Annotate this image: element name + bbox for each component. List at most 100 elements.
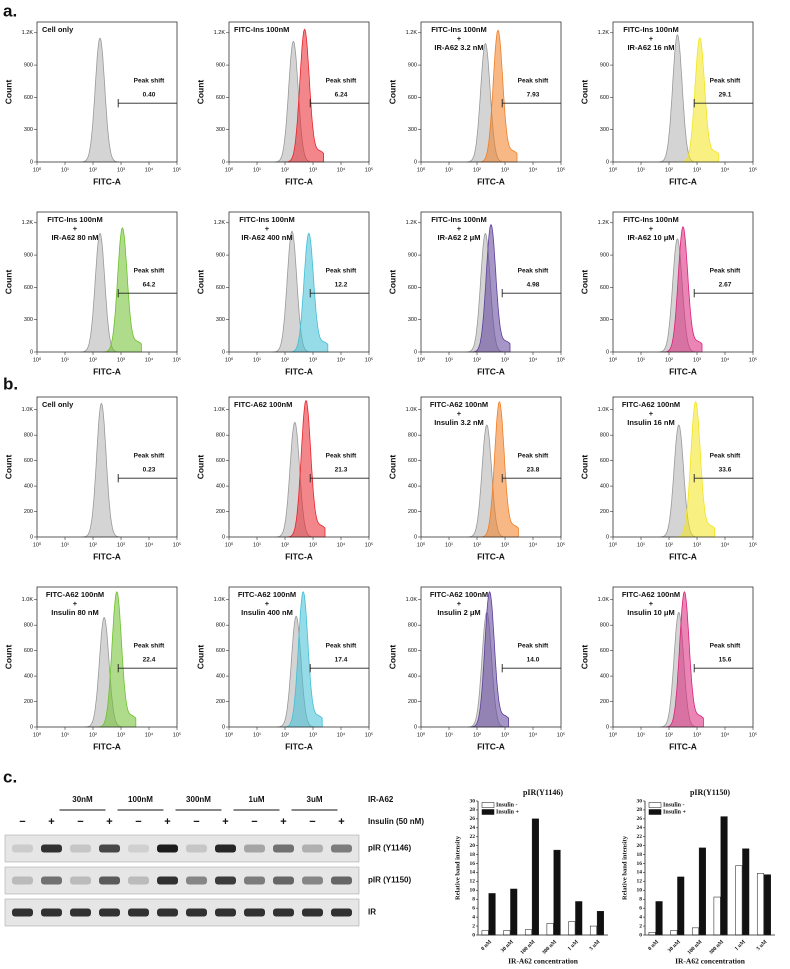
blot-band <box>12 908 33 917</box>
y-tick-label: 900 <box>24 63 33 69</box>
annotation: 17.4 <box>335 657 348 664</box>
y-tick-label: 600 <box>600 285 609 291</box>
treatment-sign: + <box>280 816 286 828</box>
y-tick-label: 1.2K <box>22 220 34 226</box>
bar <box>713 896 721 936</box>
bar <box>596 911 604 936</box>
bar <box>546 923 554 936</box>
blot-strip <box>4 834 360 863</box>
x-axis-label: FITC-A <box>477 551 505 561</box>
panel-title: FITC-A62 100nM <box>234 400 292 409</box>
y-tick-label: 12 <box>470 879 476 885</box>
bar <box>763 874 771 936</box>
axes <box>644 801 775 936</box>
bar <box>589 925 597 936</box>
y-tick-label: 300 <box>600 127 609 133</box>
x-tick-label: 10⁴ <box>145 356 154 363</box>
x-tick-label: 10⁵ <box>557 541 565 548</box>
blot-strip <box>4 898 360 927</box>
y-axis-label: Relative band intensity <box>621 835 628 900</box>
blot-band <box>157 876 178 885</box>
y-tick-label: 600 <box>24 648 33 654</box>
x-tick-label: 10¹ <box>253 542 261 548</box>
y-tick-label: 800 <box>408 623 417 629</box>
gate-bracket <box>309 474 369 483</box>
x-tick-label: 10⁰ <box>417 356 426 363</box>
y-tick-label: 900 <box>600 253 609 259</box>
x-tick-label: 10³ <box>309 167 317 173</box>
annotation: 7.93 <box>527 92 540 99</box>
annotation: Peak shift <box>326 78 358 85</box>
plot-frame <box>612 211 754 353</box>
x-tick-label: 10⁵ <box>557 356 565 363</box>
gate-bracket <box>501 99 561 108</box>
blot-band <box>331 908 352 917</box>
bar <box>720 816 728 936</box>
y-tick-label: 4 <box>472 914 475 920</box>
x-tick-label: 10⁵ <box>365 541 373 548</box>
y-tick-label: 300 <box>216 317 225 323</box>
blot-band <box>302 844 323 853</box>
axes <box>477 801 608 936</box>
y-tick-label: 0 <box>30 349 33 355</box>
x-tick-label: 10² <box>281 167 289 173</box>
panel-title: Cell only <box>42 25 74 34</box>
histogram-curve <box>663 226 703 353</box>
y-axis-label: Count <box>3 645 13 670</box>
x-tick-label: 10³ <box>693 357 701 363</box>
annotation: 33.6 <box>719 467 732 474</box>
y-tick-label: 2 <box>639 923 642 929</box>
bar <box>553 849 561 936</box>
gate-bracket <box>693 664 753 673</box>
y-tick-label: 600 <box>24 285 33 291</box>
plot-frame <box>36 396 178 538</box>
bar <box>756 873 764 936</box>
panel-title: + <box>649 409 654 418</box>
chart-title: pIR(Y1146) <box>523 788 563 797</box>
y-tick-label: 600 <box>216 285 225 291</box>
y-axis-label: Count <box>579 80 589 105</box>
gate-bracket <box>117 664 177 673</box>
y-tick-label: 0 <box>30 724 33 730</box>
x-tick-label: 10⁵ <box>749 356 757 363</box>
x-tick-label: 10⁵ <box>365 356 373 363</box>
bar <box>670 930 678 936</box>
y-axis-label: Count <box>195 645 205 670</box>
bar <box>488 893 496 936</box>
y-tick-label: 900 <box>24 253 33 259</box>
legend-label: Insulin + <box>663 809 687 815</box>
y-tick-label: 900 <box>600 63 609 69</box>
x-tick-label: 10¹ <box>61 357 69 363</box>
panel-title: + <box>649 599 654 608</box>
panel-title: FITC-A62 100nM <box>430 400 488 409</box>
x-tick-label: 10² <box>89 357 97 363</box>
y-tick-label: 12 <box>637 879 643 885</box>
y-tick-label: 1.2K <box>406 30 418 36</box>
y-tick-label: 0 <box>222 724 225 730</box>
x-tick-label: 10² <box>473 542 481 548</box>
x-tick-label: 10⁴ <box>337 356 346 363</box>
x-tick-label: 10² <box>473 167 481 173</box>
plot-frame <box>420 586 562 728</box>
y-tick-label: 800 <box>216 623 225 629</box>
x-tick-label: 10⁰ <box>417 731 426 738</box>
y-tick-label: 30 <box>637 798 643 804</box>
treatment-sign: + <box>106 816 112 828</box>
y-tick-label: 200 <box>600 509 609 515</box>
panel-title: + <box>265 224 270 233</box>
panel-title: FITC-A62 100nM <box>46 590 104 599</box>
annotation: 0.40 <box>143 92 156 99</box>
y-tick-label: 20 <box>470 843 476 849</box>
blot-band <box>99 908 120 917</box>
legend-swatch <box>648 802 662 808</box>
y-tick-label: 1.2K <box>598 30 610 36</box>
annotation: 2.67 <box>719 282 732 289</box>
x-tick-label: 10⁴ <box>721 731 730 738</box>
plot-frame <box>228 21 370 163</box>
x-tick-label: 10¹ <box>445 167 453 173</box>
y-tick-label: 900 <box>408 63 417 69</box>
blot-band <box>273 844 294 853</box>
blot-band <box>157 844 178 853</box>
blot-band <box>215 908 236 917</box>
